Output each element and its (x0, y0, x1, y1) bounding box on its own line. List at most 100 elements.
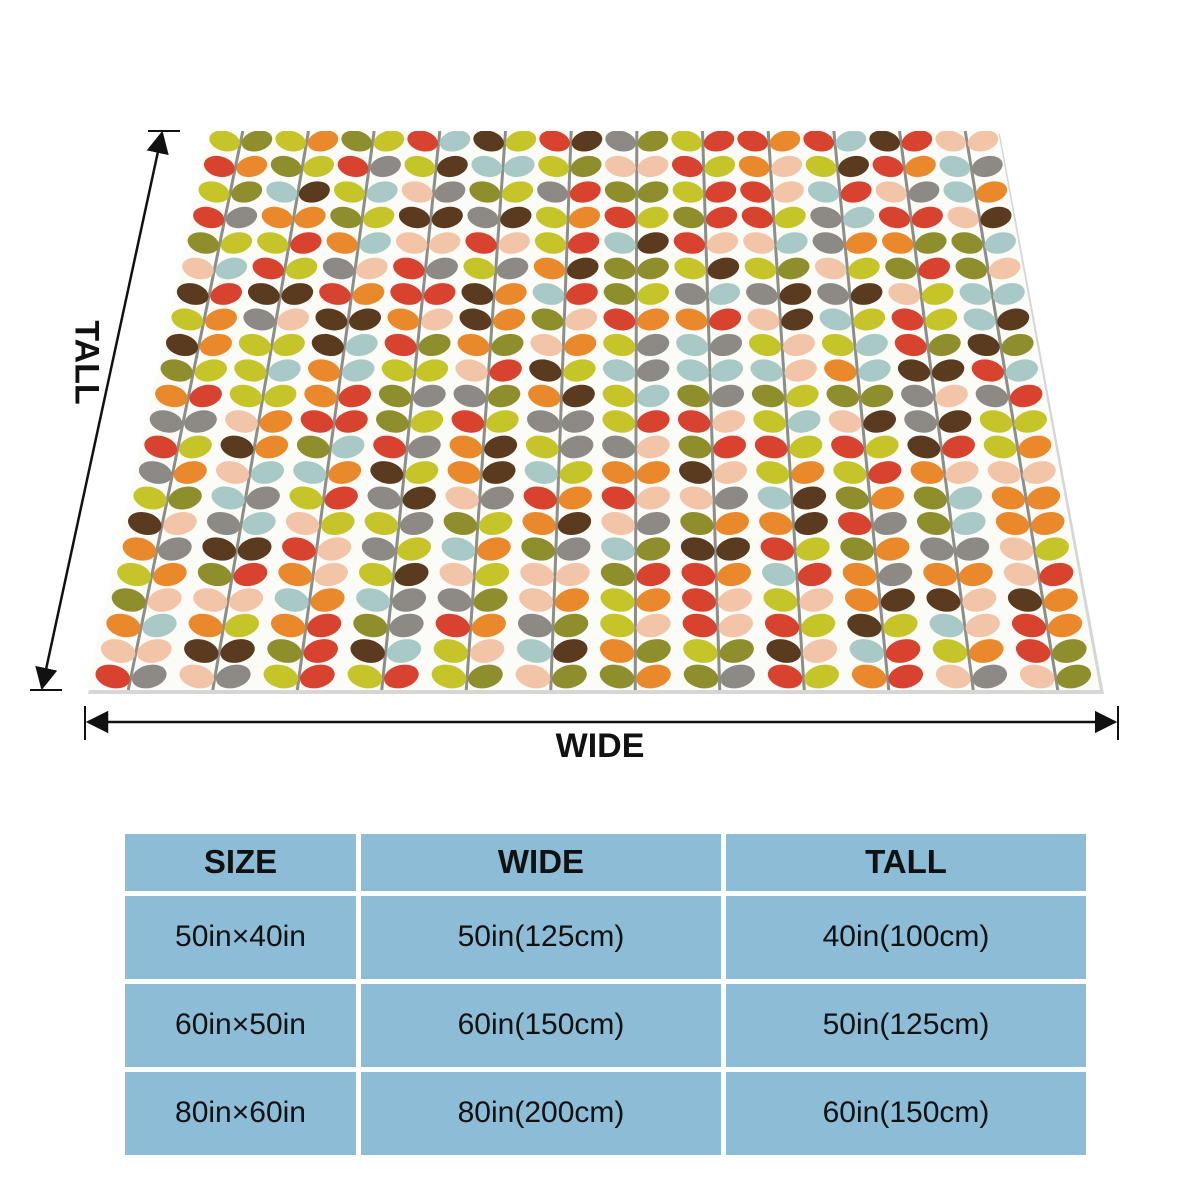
leaf-stem (295, 131, 376, 690)
leaf (480, 486, 514, 510)
leaf (802, 639, 838, 663)
leaf (552, 664, 587, 689)
leaf (566, 283, 598, 305)
leaf (637, 333, 670, 357)
leaf (338, 384, 372, 408)
leaf (469, 181, 501, 203)
leaf (952, 511, 986, 536)
leaf (636, 384, 670, 408)
leaf (282, 537, 316, 561)
leaf (674, 283, 707, 305)
leaf (789, 435, 823, 459)
header-size: SIZE (125, 834, 356, 891)
leaf (560, 435, 594, 459)
row-wide: 60in(150cm) (361, 983, 721, 1067)
leaf (910, 461, 944, 484)
leaf (457, 333, 490, 357)
leaf (850, 283, 883, 305)
leaf (184, 639, 219, 663)
leaf (1043, 588, 1078, 612)
leaf (676, 333, 709, 357)
row-wide: 50in(125cm) (361, 895, 721, 979)
row-tall: 60in(150cm) (726, 1071, 1086, 1155)
leaf (714, 486, 749, 510)
leaf (347, 664, 383, 689)
leaf (794, 511, 828, 536)
leaf (915, 232, 947, 254)
leaf (704, 155, 736, 178)
leaf (679, 486, 713, 510)
leaf (636, 613, 671, 638)
leaf (796, 537, 830, 561)
leaf-stem (633, 131, 639, 690)
leaf (423, 283, 456, 305)
leaf (817, 283, 849, 305)
leaf (1039, 562, 1074, 587)
leaf (570, 155, 602, 178)
leaf (451, 410, 485, 433)
leaf (605, 131, 636, 152)
leaf (882, 232, 914, 254)
leaf (671, 155, 703, 178)
leaf-stem (701, 131, 722, 690)
leaf-pattern (95, 131, 1092, 690)
leaf (445, 486, 479, 510)
leaf (255, 435, 289, 459)
leaf (955, 257, 988, 280)
leaf (453, 384, 487, 408)
leaf (673, 232, 706, 254)
leaf (803, 131, 834, 152)
leaf (359, 232, 391, 254)
leaf (304, 384, 337, 408)
leaf (958, 562, 993, 587)
leaf (706, 232, 739, 254)
tall-label: TALL (67, 320, 106, 405)
leaf (1047, 613, 1083, 638)
leaf (324, 486, 358, 510)
leaf (636, 562, 671, 587)
leaf (601, 486, 635, 510)
leaf (202, 537, 236, 561)
leaf (962, 588, 997, 612)
leaf (429, 232, 461, 254)
leaf (921, 283, 954, 305)
leaf (868, 461, 902, 484)
leaf (971, 155, 1003, 178)
leaf (389, 613, 424, 638)
leaf (673, 206, 705, 229)
leaf (824, 359, 857, 382)
leaf (447, 461, 481, 484)
leaf (211, 486, 245, 510)
leaf (901, 131, 933, 152)
leaf (885, 639, 921, 663)
leaf (672, 181, 704, 203)
leaf (713, 435, 747, 459)
leaf (404, 155, 436, 178)
leaf (443, 511, 478, 536)
leaf (319, 283, 351, 305)
leaf (526, 410, 560, 433)
leaf (637, 155, 669, 178)
leaf (932, 639, 968, 663)
leaf (184, 410, 217, 433)
leaf (603, 333, 636, 357)
size-table: SIZE WIDE TALL 50in×40in 50in(125cm) 40i… (120, 829, 1091, 1160)
leaf (199, 333, 232, 357)
leaf (636, 486, 670, 510)
leaf (467, 206, 499, 229)
leaf (948, 486, 983, 510)
leaf (353, 613, 388, 638)
leaf (465, 232, 497, 254)
leaf (331, 435, 365, 459)
leaf (965, 613, 1000, 638)
leaf (744, 257, 777, 280)
leaf (1031, 511, 1065, 536)
leaf (557, 511, 592, 536)
leaf (459, 308, 492, 331)
leaf (1007, 588, 1042, 612)
leaf (797, 562, 832, 587)
leaf (675, 308, 708, 331)
leaf (987, 461, 1021, 484)
leaf (682, 588, 717, 612)
leaf (878, 562, 913, 587)
